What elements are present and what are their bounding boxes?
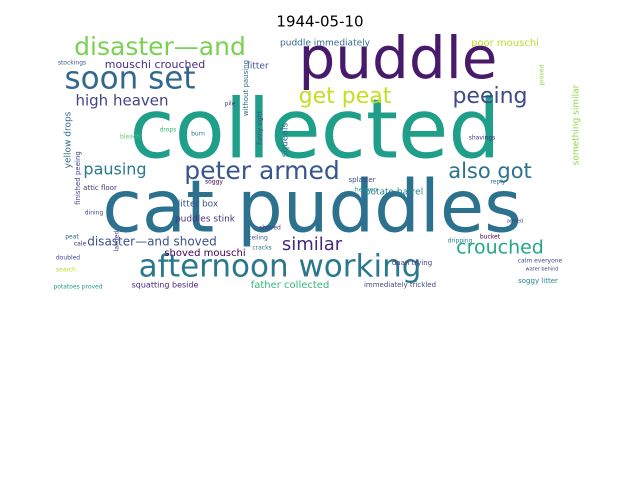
word: get peat bbox=[299, 84, 392, 109]
word: reply bbox=[490, 179, 506, 186]
chart-title: 1944-05-10 bbox=[276, 13, 363, 31]
word: attic floor bbox=[83, 184, 117, 192]
word: mouschi crouched bbox=[105, 58, 206, 71]
word: dripping bbox=[448, 238, 473, 245]
word: burn bbox=[191, 131, 205, 138]
word: pile bbox=[225, 101, 236, 108]
word: shavings bbox=[469, 135, 496, 142]
word: similar bbox=[282, 234, 343, 255]
word: funny sight bbox=[257, 110, 264, 144]
word: water behind bbox=[526, 267, 559, 273]
word: soon set bbox=[65, 61, 196, 97]
word: squeals bbox=[281, 123, 291, 158]
word: soggy bbox=[205, 179, 223, 186]
word: bucket bbox=[480, 234, 501, 241]
word: dining bbox=[85, 210, 104, 217]
word: stockings bbox=[58, 60, 86, 67]
word: peter armed bbox=[184, 156, 339, 185]
word: cat puddles bbox=[102, 165, 521, 249]
word: doubled bbox=[56, 255, 80, 262]
word: puddles stink bbox=[175, 215, 236, 225]
word: ceiling bbox=[248, 235, 268, 242]
word: litter box bbox=[178, 200, 219, 210]
word: search bbox=[56, 267, 76, 274]
word: pausing bbox=[83, 160, 146, 179]
word: father collected bbox=[251, 280, 330, 291]
word: litter bbox=[247, 62, 269, 72]
word: potato barrel bbox=[365, 188, 423, 198]
word: squatting beside bbox=[132, 281, 199, 290]
word: also got bbox=[448, 159, 532, 183]
word: without pausing bbox=[242, 60, 250, 116]
word: soggy litter bbox=[518, 277, 558, 285]
word: cracks bbox=[252, 245, 271, 252]
word: collected bbox=[129, 82, 500, 177]
word: finished peeing bbox=[74, 151, 82, 205]
word: armed bbox=[507, 219, 523, 225]
word: heaven bbox=[355, 187, 377, 194]
word: calm everyone bbox=[518, 258, 563, 265]
word: landed bbox=[114, 231, 121, 252]
word: disaster—and shoved bbox=[87, 235, 217, 249]
word: disaster—and bbox=[74, 32, 246, 61]
word: puddle immediately bbox=[280, 39, 371, 49]
word: shoved mouschi bbox=[164, 248, 245, 259]
word: daan trying bbox=[392, 259, 432, 267]
word: immediately trickled bbox=[364, 281, 436, 289]
word: peat bbox=[65, 234, 79, 241]
word: something similar bbox=[572, 84, 582, 165]
word: afternoon working bbox=[139, 249, 422, 285]
word: bleach bbox=[120, 134, 140, 141]
word: yellow drops bbox=[64, 111, 74, 168]
word: cale bbox=[74, 241, 87, 248]
word: high heaven bbox=[75, 92, 168, 110]
word: crouched bbox=[456, 237, 544, 259]
word: peeing bbox=[452, 84, 527, 109]
word: proved bbox=[539, 64, 546, 85]
word: drops bbox=[160, 127, 177, 134]
word: splatter bbox=[349, 176, 376, 184]
word: puddle bbox=[298, 24, 497, 92]
word: potatoes proved bbox=[53, 284, 102, 291]
word: shoved bbox=[259, 225, 281, 232]
word: poor mouschi bbox=[471, 38, 539, 49]
